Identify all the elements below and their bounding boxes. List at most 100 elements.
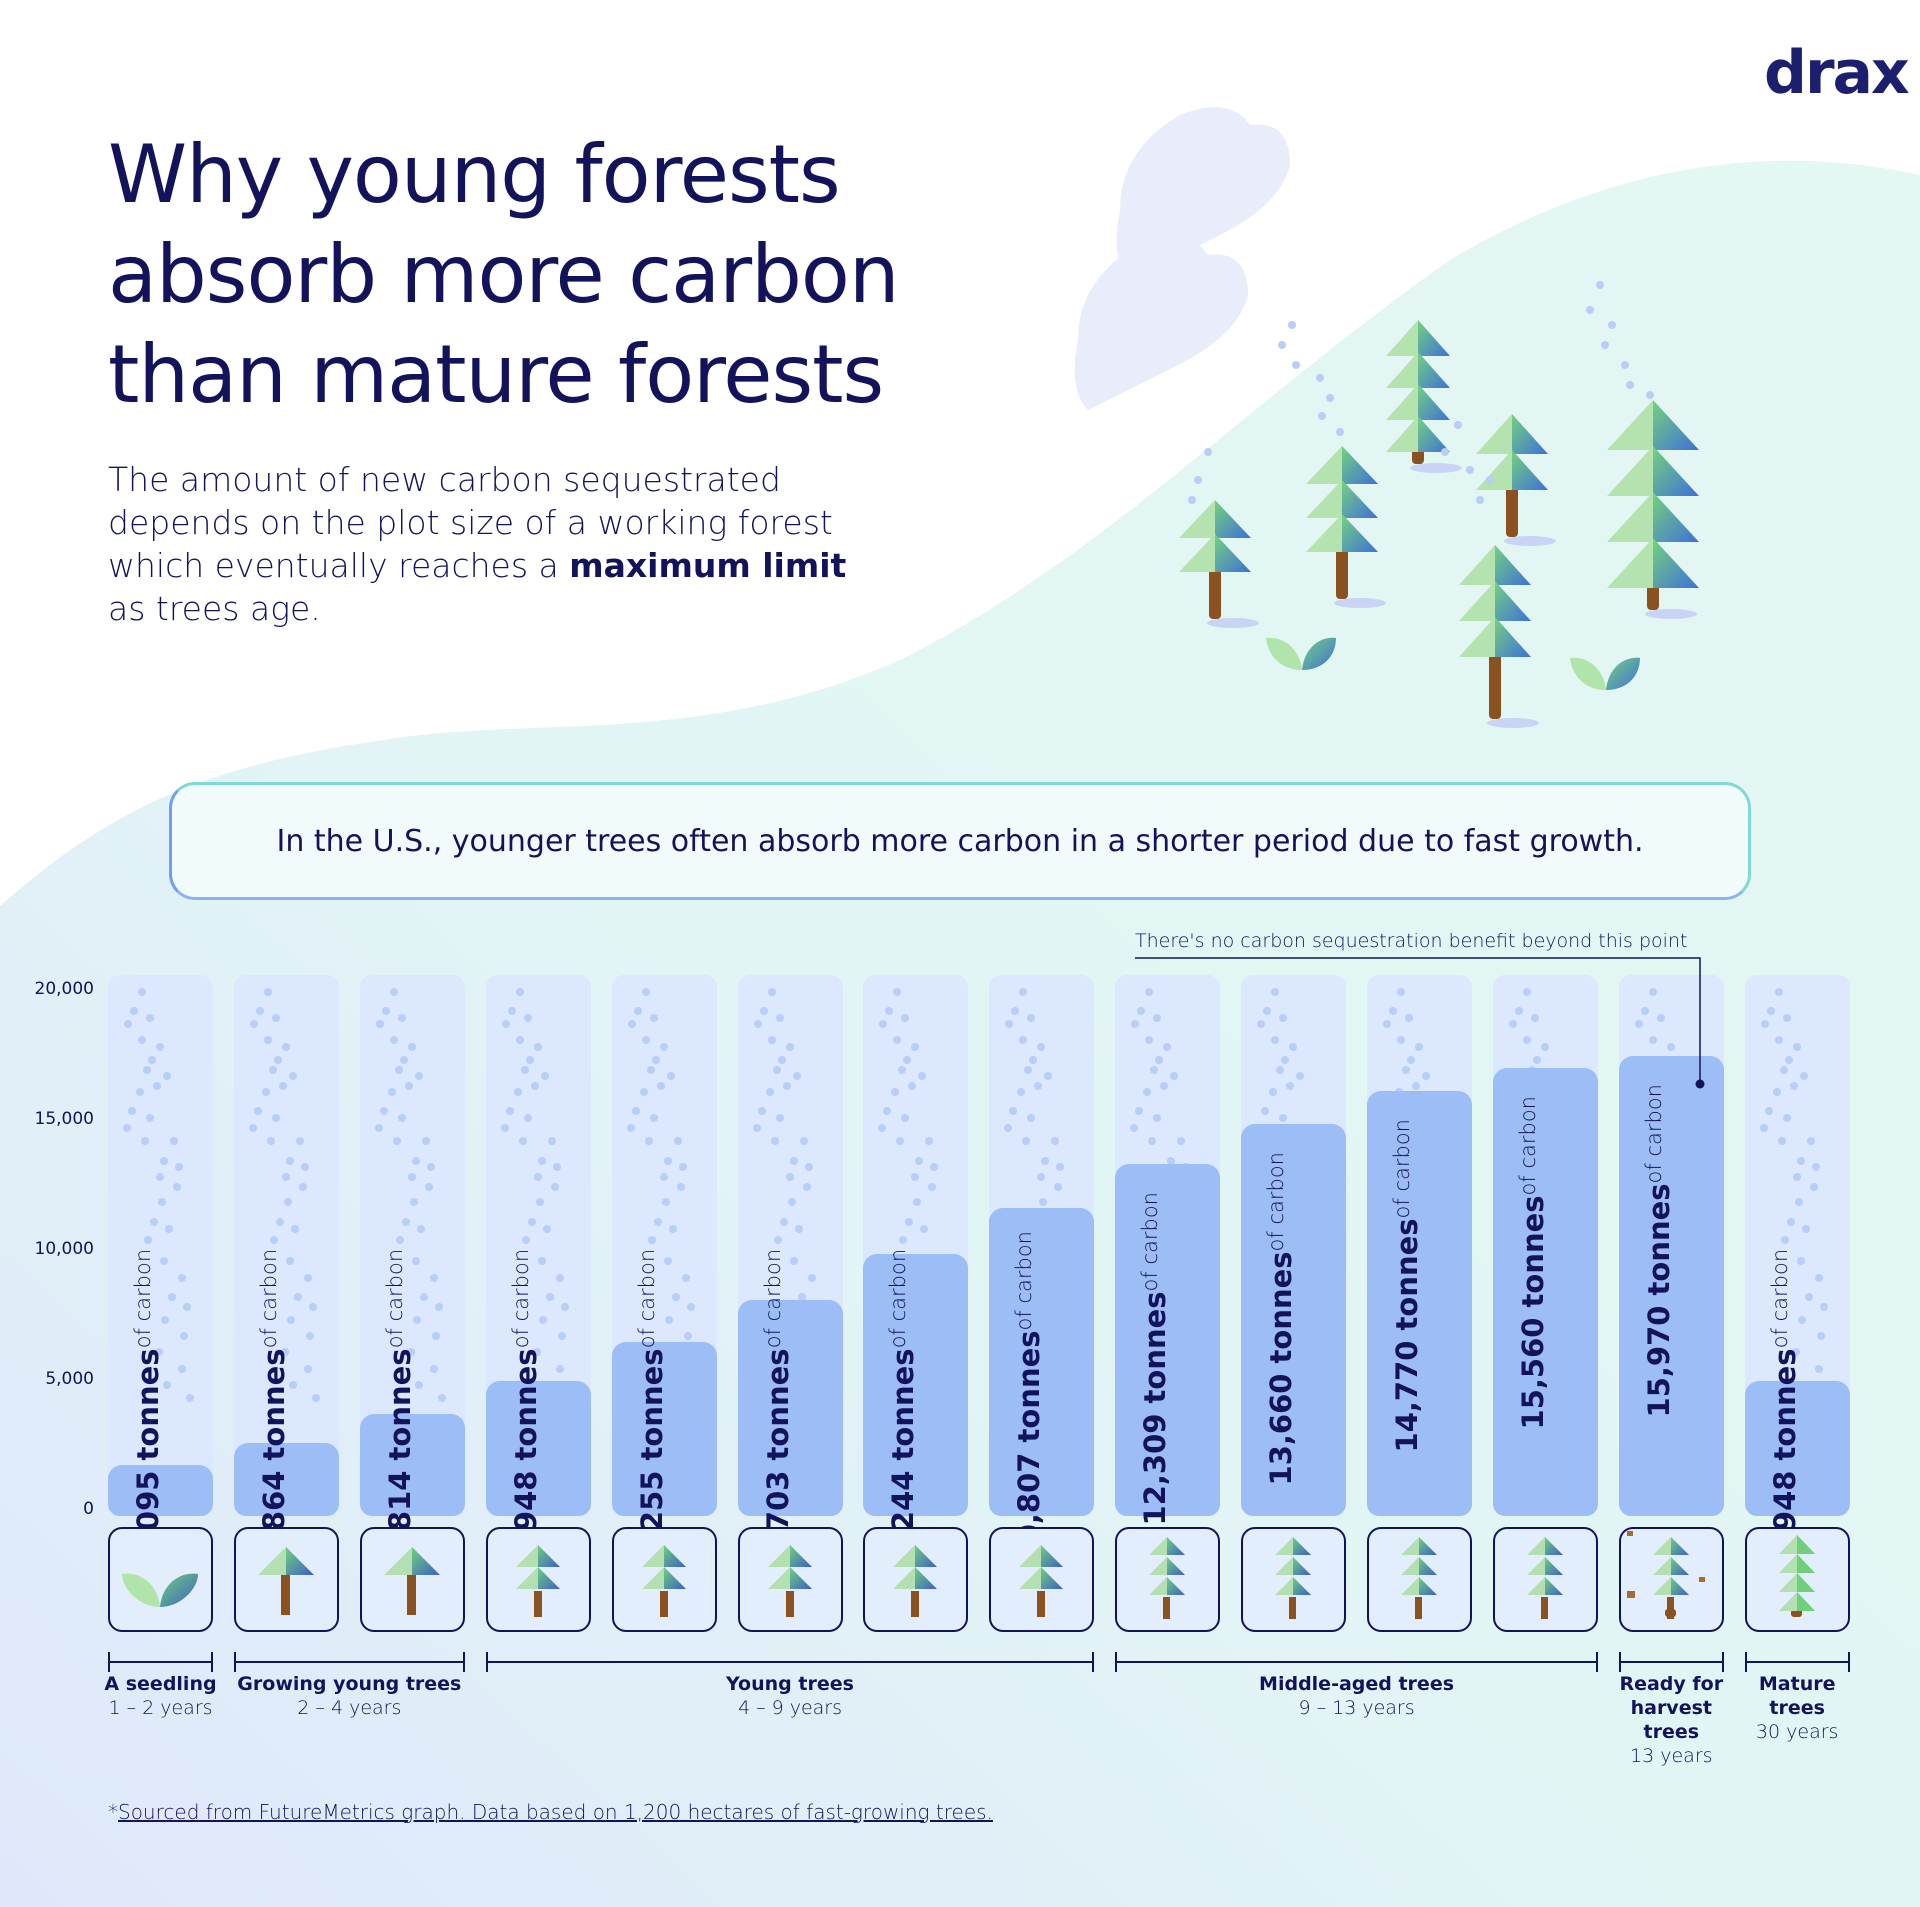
- carbon-dot: [501, 1020, 510, 1028]
- carbon-dot: [1792, 1043, 1801, 1052]
- group-label: Ready for harvest trees 13 years: [1613, 1672, 1730, 1768]
- tree3-icon: [1401, 1537, 1437, 1619]
- carbon-dot: [804, 1163, 813, 1171]
- carbon-dot: [639, 1087, 648, 1096]
- carbon-dot: [542, 1225, 551, 1234]
- carbon-dot: [271, 1013, 280, 1022]
- stage-icon-box: [1618, 1527, 1724, 1632]
- carbon-dot: [419, 1293, 428, 1301]
- carbon-dot: [144, 1235, 152, 1244]
- bar-value-label: 15,560 tonnes of carbon: [1515, 1096, 1551, 1429]
- carbon-dot: [278, 1082, 287, 1091]
- carbon-dot: [1804, 1293, 1813, 1301]
- bar: [108, 1465, 213, 1516]
- source-link[interactable]: Sourced from FutureMetrics graph. Data b…: [118, 1800, 993, 1824]
- carbon-dot: [1809, 1182, 1818, 1191]
- carbon-dot: [163, 1381, 171, 1390]
- carbon-dot: [523, 1113, 532, 1122]
- carbon-dot: [1153, 1113, 1162, 1122]
- carbon-dot: [775, 1013, 784, 1022]
- carbon-dot: [148, 1056, 156, 1065]
- carbon-dot: [1137, 1007, 1146, 1015]
- carbon-dot: [429, 1273, 438, 1282]
- carbon-dot: [387, 1087, 396, 1096]
- carbon-dot: [434, 1303, 443, 1312]
- carbon-dot: [518, 1137, 527, 1145]
- y-tick-label: 5,000: [45, 1369, 94, 1389]
- bar: [863, 1254, 969, 1516]
- carbon-dot: [753, 1020, 762, 1028]
- carbon-dot: [165, 1225, 173, 1234]
- carbon-dot: [1019, 1035, 1028, 1044]
- carbon-dot: [261, 1087, 270, 1096]
- carbon-dot: [1286, 1082, 1295, 1091]
- carbon-dot: [178, 1364, 186, 1373]
- title-line: absorb more carbon: [108, 228, 900, 321]
- carbon-dot: [1170, 1072, 1179, 1080]
- carbon-dot: [1801, 1225, 1810, 1234]
- bar-unit: of carbon: [131, 1249, 155, 1349]
- carbon-dot: [1017, 1087, 1026, 1096]
- carbon-dot: [676, 1182, 685, 1191]
- group-years: 9 – 13 years: [1298, 1697, 1415, 1719]
- carbon-dot: [533, 1043, 542, 1052]
- carbon-dot: [1163, 1043, 1172, 1052]
- bar-unit: of carbon: [1767, 1249, 1792, 1349]
- carbon-dot: [1150, 1065, 1159, 1074]
- carbon-dot: [782, 1082, 791, 1091]
- group-name: A seedling: [104, 1673, 217, 1695]
- carbon-dot: [1648, 1035, 1657, 1044]
- carbon-dot: [1656, 1013, 1665, 1022]
- stage-icon-box: [1492, 1527, 1598, 1632]
- subtitle-emphasis: maximum limit: [569, 546, 847, 585]
- group-name: Mature trees: [1758, 1673, 1836, 1719]
- carbon-dot: [123, 1124, 131, 1132]
- carbon-dot: [633, 1007, 642, 1015]
- carbon-dot: [379, 1107, 388, 1116]
- stage-icon-box: [233, 1527, 339, 1632]
- carbon-dot: [626, 1124, 635, 1132]
- carbon-dot: [273, 1056, 282, 1065]
- stage-icon-box: [1115, 1527, 1221, 1632]
- group-bracket: [485, 1652, 1095, 1672]
- carbon-dot: [893, 1035, 902, 1044]
- carbon-dot: [759, 1007, 768, 1015]
- carbon-dot: [1784, 1056, 1793, 1065]
- carbon-dot: [1037, 1173, 1046, 1182]
- carbon-dot: [661, 1198, 670, 1207]
- carbon-dot: [533, 1173, 542, 1182]
- carbon-dot: [905, 1217, 914, 1226]
- chart-column: [233, 975, 339, 1516]
- carbon-dot: [1412, 1082, 1420, 1091]
- carbon-dot: [550, 1182, 559, 1191]
- carbon-dot: [124, 1020, 132, 1028]
- group-years: 1 – 2 years: [108, 1697, 213, 1719]
- carbon-dot: [1019, 987, 1028, 996]
- carbon-dot: [1405, 1013, 1413, 1022]
- drax-logo: drax: [1764, 38, 1910, 108]
- bar-value-label: 15,970 tonnes of carbon: [1641, 1084, 1677, 1417]
- carbon-dot: [170, 1137, 178, 1145]
- group-bracket: [1115, 1652, 1598, 1672]
- bar-unit: of carbon: [382, 1249, 407, 1349]
- carbon-dot: [1271, 987, 1280, 996]
- bar-unit: of carbon: [1264, 1152, 1289, 1252]
- carbon-dot: [1135, 1107, 1144, 1116]
- carbon-dot: [773, 1235, 782, 1244]
- carbon-dot: [775, 1113, 784, 1122]
- carbon-dot: [280, 1347, 289, 1356]
- footnote-mark: *: [108, 1800, 118, 1824]
- carbon-dot: [281, 1173, 290, 1182]
- carbon-dot: [552, 1163, 561, 1171]
- carbon-dot: [785, 1173, 794, 1182]
- carbon-dot: [128, 1107, 136, 1116]
- sapling-icon: [257, 1547, 314, 1615]
- carbon-dot: [156, 1173, 164, 1182]
- carbon-dot: [392, 1137, 401, 1145]
- title-line: Why young forests: [108, 128, 841, 221]
- mature-icon: [1778, 1535, 1815, 1617]
- carbon-dot: [891, 1087, 900, 1096]
- carbon-dot: [173, 1182, 181, 1191]
- carbon-dot: [1155, 1056, 1164, 1065]
- harvest-icon: [1626, 1531, 1705, 1619]
